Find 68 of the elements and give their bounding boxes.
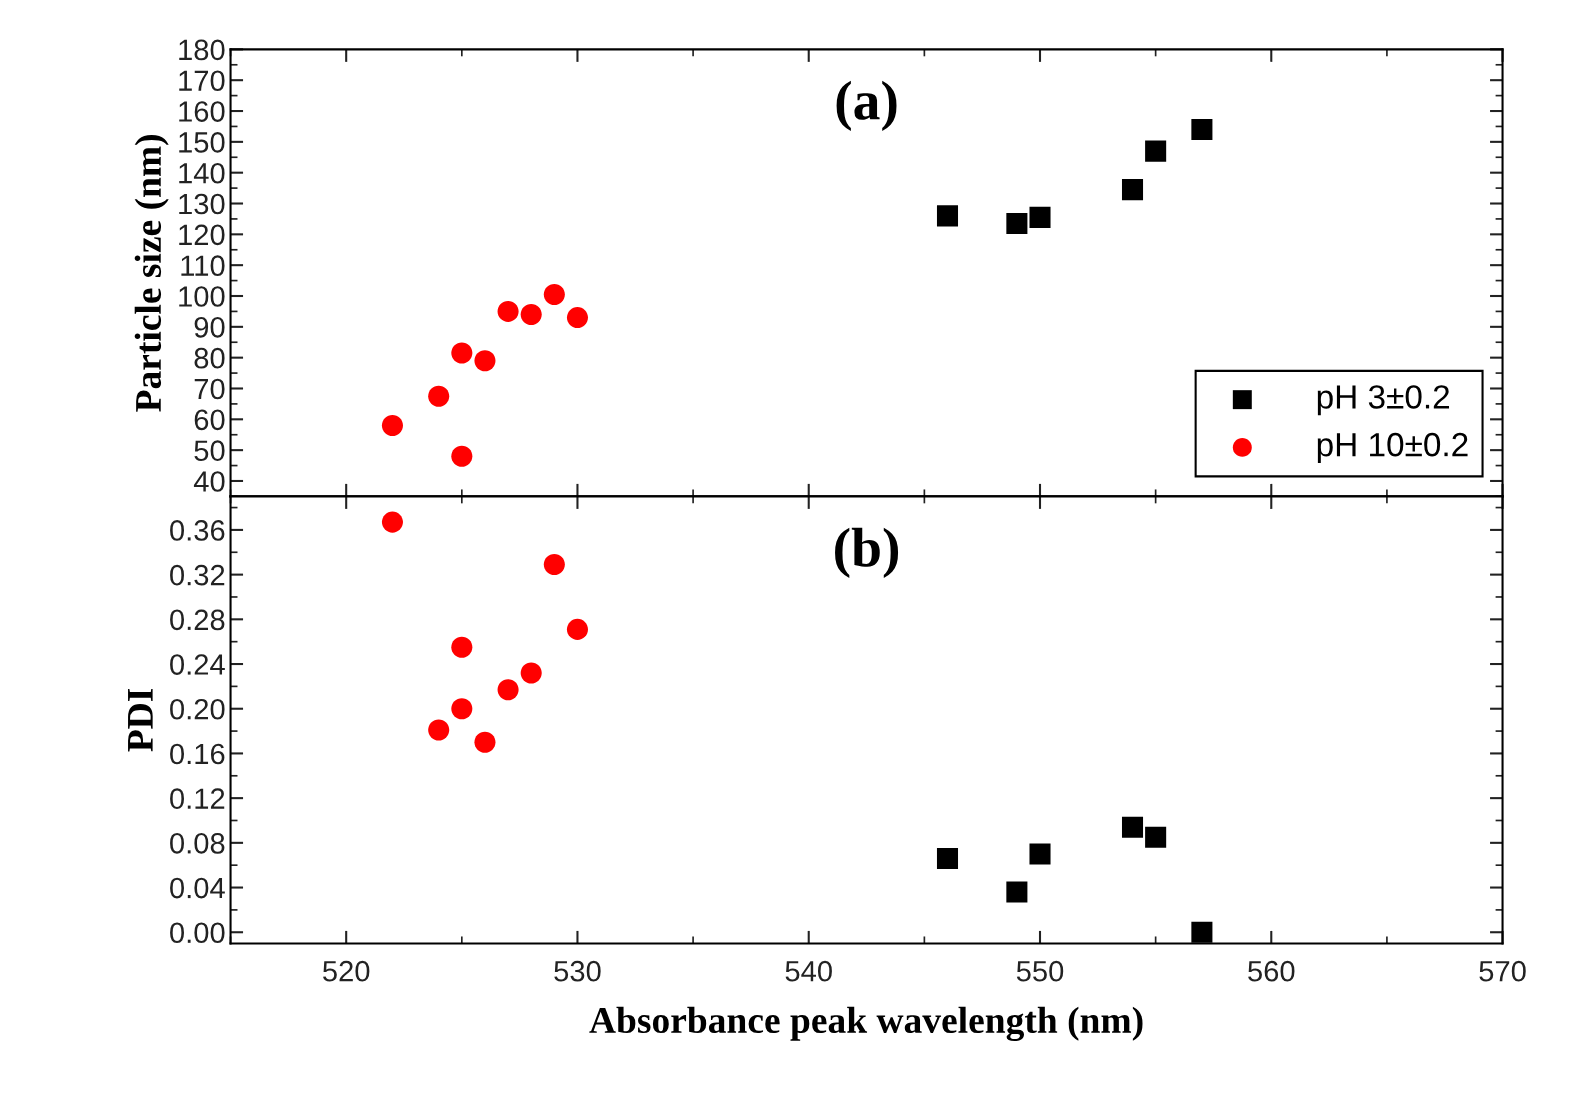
legend-label: pH 3±0.2 (1317, 385, 1450, 416)
x-tick-label: 520 (323, 960, 370, 982)
point (1191, 921, 1213, 943)
y-tick-label: 110 (181, 255, 225, 277)
y-tick-label: 100 (179, 286, 225, 307)
point (543, 283, 565, 305)
x-axis-title: Absorbance peak wavelength (nm) (589, 1006, 1143, 1042)
point (520, 303, 542, 326)
point (451, 636, 473, 658)
point (1191, 118, 1213, 141)
y-tick-label: 150 (179, 132, 225, 153)
point (566, 307, 588, 329)
y-tick-label: 70 (194, 378, 225, 400)
annotation: (b) (835, 527, 899, 579)
point (497, 679, 519, 701)
y-axis-title: PDI (128, 688, 153, 752)
y-tick-label: 160 (179, 101, 225, 122)
y-tick-label: 60 (194, 409, 225, 431)
point (474, 731, 496, 753)
y-tick-label: 140 (179, 162, 225, 184)
y-tick-label: 120 (179, 224, 225, 246)
y-tick-label: 0.04 (170, 877, 225, 899)
y-tick-label: 170 (179, 70, 225, 92)
point (1121, 816, 1144, 838)
point (497, 300, 519, 322)
point (1006, 881, 1028, 903)
point (936, 205, 959, 227)
point (428, 719, 450, 741)
y-tick-label: 0.20 (170, 698, 225, 720)
annotation: (a) (836, 80, 897, 132)
y-tick-label: 0.08 (170, 833, 225, 854)
point (543, 554, 565, 576)
x-tick-label: 560 (1248, 960, 1295, 982)
y-tick-label: 40 (193, 471, 225, 492)
x-tick-label: 550 (1016, 960, 1064, 982)
point (1121, 179, 1144, 201)
y-tick-label: 0.36 (170, 520, 225, 541)
point (381, 414, 403, 437)
point (1006, 213, 1028, 235)
y-tick-label: 180 (179, 39, 225, 61)
point (451, 698, 473, 720)
legend-label: pH 10±0.2 (1317, 432, 1468, 464)
y-tick-label: 0.24 (170, 654, 225, 675)
x-tick-label: 570 (1479, 960, 1526, 982)
point (474, 350, 496, 372)
point (428, 385, 450, 407)
y-tick-label: 50 (194, 440, 225, 461)
point (520, 662, 542, 684)
y-tick-label: 80 (194, 347, 225, 369)
y-tick-label: 130 (179, 193, 225, 215)
point (1029, 843, 1051, 865)
point (451, 445, 473, 467)
point (936, 847, 959, 870)
point (1145, 140, 1167, 162)
y-tick-label: 0.00 (170, 922, 225, 944)
y-tick-label: 90 (194, 317, 225, 338)
y-tick-label: 0.12 (170, 788, 225, 809)
y-tick-label: 0.28 (170, 609, 225, 631)
y-tick-label: 0.32 (170, 564, 225, 586)
point (381, 511, 403, 533)
point (451, 342, 473, 364)
x-tick-label: 540 (785, 960, 832, 982)
point (566, 618, 588, 640)
x-tick-label: 530 (554, 960, 601, 982)
point (1145, 826, 1167, 848)
y-tick-label: 0.16 (170, 743, 225, 765)
point (1029, 206, 1051, 228)
y-axis-title: Particle size (nm) (134, 135, 169, 412)
